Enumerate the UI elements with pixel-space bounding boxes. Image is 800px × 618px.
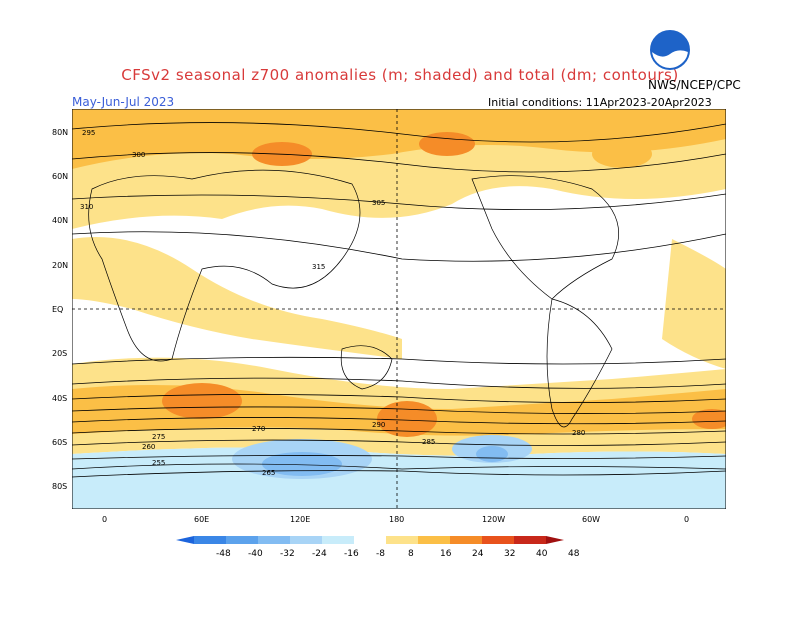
svg-text:280: 280 [572, 429, 585, 437]
positive-anomaly-region [162, 383, 242, 419]
positive-anomaly-region [592, 140, 652, 168]
colorbar-label: -24 [312, 549, 327, 559]
colorbar-cell [176, 536, 194, 544]
initial-conditions-label: Initial conditions: 11Apr2023-20Apr2023 [488, 96, 712, 109]
svg-text:255: 255 [152, 459, 165, 467]
colorbar-cell [386, 536, 418, 544]
lon-label: 180 [389, 515, 405, 524]
svg-text:260: 260 [142, 443, 155, 451]
colorbar-label: 8 [408, 549, 414, 559]
colorbar-label: -48 [216, 549, 231, 559]
lat-label: 20S [52, 349, 68, 358]
colorbar-cell [514, 536, 546, 544]
colorbar-label: -8 [376, 549, 385, 559]
lon-label: 0 [684, 515, 690, 524]
coastlines [72, 169, 726, 470]
lat-label: 60S [52, 438, 68, 447]
colorbar-cell [194, 536, 226, 544]
height-contours [72, 122, 726, 478]
colorbar-cell [290, 536, 322, 544]
lat-label: 80N [52, 128, 69, 137]
svg-text:300: 300 [132, 151, 145, 159]
colorbar-cell [546, 536, 564, 544]
colorbar-cell [354, 536, 386, 544]
svg-text:285: 285 [422, 438, 435, 446]
colorbar-cell [450, 536, 482, 544]
positive-anomaly-region [662, 239, 726, 369]
noaa-logo-icon [650, 30, 690, 70]
anomaly-map: 295 300 305 310 315 290 285 280 275 270 … [72, 109, 726, 509]
colorbar-label: 24 [472, 549, 484, 559]
lon-label: 60W [582, 515, 601, 524]
colorbar-label: 16 [440, 549, 452, 559]
lon-label: 120E [290, 515, 311, 524]
negative-anomaly-region [262, 452, 342, 476]
svg-text:315: 315 [312, 263, 325, 271]
season-label: May-Jun-Jul 2023 [72, 95, 175, 109]
lat-label: 20N [52, 261, 69, 270]
chart-title: CFSv2 seasonal z700 anomalies (m; shaded… [121, 66, 679, 84]
colorbar-label: -32 [280, 549, 295, 559]
positive-anomaly-region [72, 237, 402, 359]
lat-label: 40S [52, 394, 68, 403]
colorbar-label: 32 [504, 549, 515, 559]
lat-label: 60N [52, 172, 69, 181]
svg-text:275: 275 [152, 433, 165, 441]
colorbar-cell [258, 536, 290, 544]
lat-label: 80S [52, 482, 68, 491]
svg-text:305: 305 [372, 199, 385, 207]
colorbar-label: 40 [536, 549, 548, 559]
svg-text:265: 265 [262, 469, 275, 477]
agency-label: NWS/NCEP/CPC [648, 78, 741, 92]
lon-label: 60E [194, 515, 210, 524]
lon-label: 120W [482, 515, 506, 524]
colorbar-cell [226, 536, 258, 544]
colorbar-label: -40 [248, 549, 263, 559]
colorbar-cell [482, 536, 514, 544]
positive-anomaly-region [692, 409, 726, 429]
lat-label: 40N [52, 216, 69, 225]
colorbar-label: 48 [568, 549, 580, 559]
lon-label: 0 [102, 515, 108, 524]
contour-labels: 295 300 305 310 315 290 285 280 275 270 … [80, 129, 585, 477]
svg-text:270: 270 [252, 425, 265, 433]
colorbar: -48 -40 -32 -24 -16 -8 8 16 24 32 40 48 [176, 536, 580, 559]
negative-anomaly-region [476, 446, 508, 462]
svg-text:290: 290 [372, 421, 385, 429]
lat-label: EQ [52, 305, 64, 314]
colorbar-cell [322, 536, 354, 544]
positive-anomaly-region [72, 109, 726, 169]
colorbar-cell [418, 536, 450, 544]
positive-anomaly-region [419, 132, 475, 156]
colorbar-label: -16 [344, 549, 359, 559]
svg-text:310: 310 [80, 203, 93, 211]
svg-text:295: 295 [82, 129, 95, 137]
